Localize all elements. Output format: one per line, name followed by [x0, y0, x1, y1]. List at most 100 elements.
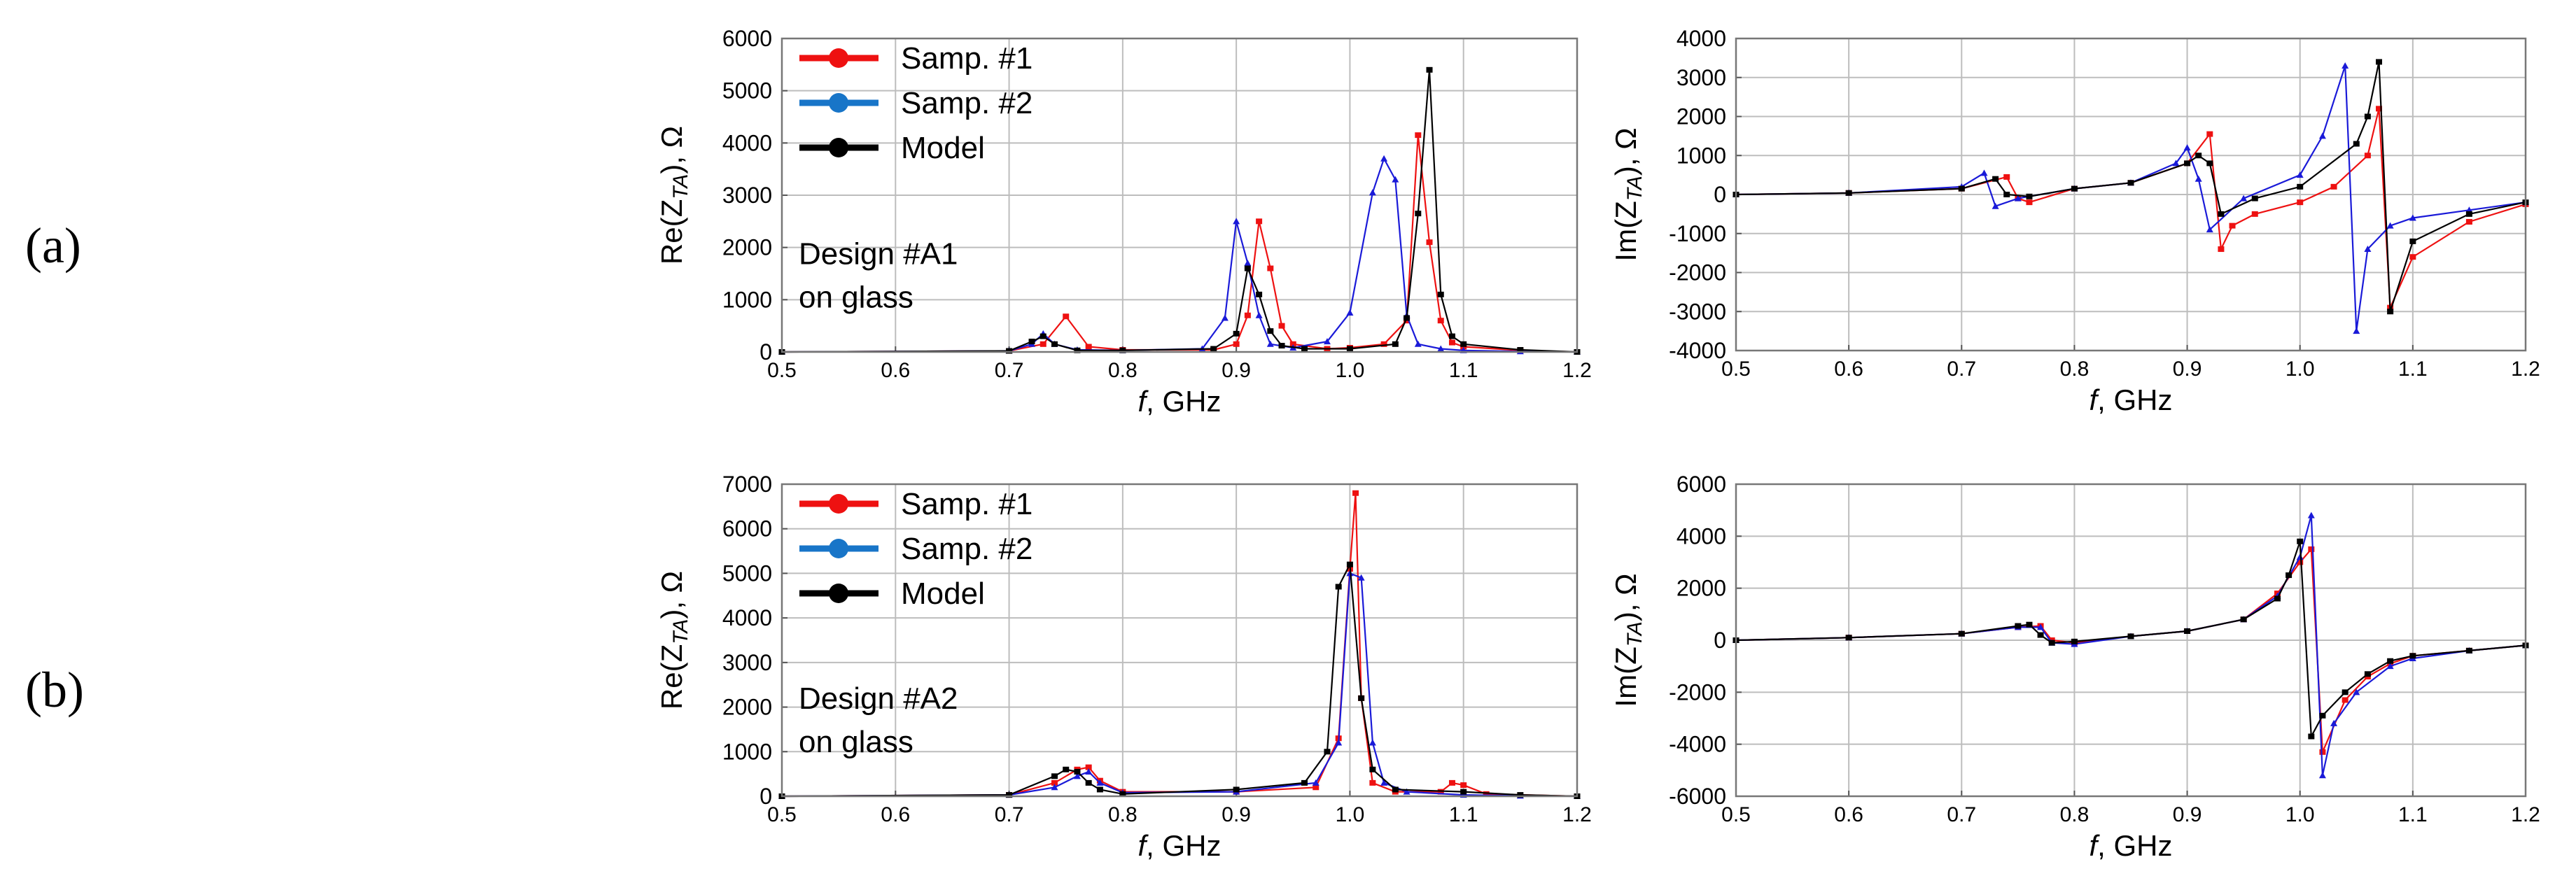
x-tick-label: 0.7: [995, 803, 1024, 826]
data-point: [1051, 784, 1058, 791]
series-line-2: [1735, 62, 2526, 312]
y-tick-label: 5000: [722, 78, 772, 104]
y-tick-label: 2000: [1676, 104, 1726, 129]
chart-b-im: 0.5 0.6 0.7 0.8 0.9 1.0 1.1 1.2 -6000 -4000 -2000 0…: [1609, 472, 2540, 862]
data-point: [1051, 773, 1058, 779]
legend-marker: [829, 494, 848, 514]
data-point: [2465, 219, 2472, 225]
data-point: [1051, 341, 1058, 347]
x-tick-label: 0.7: [1947, 358, 1976, 381]
plot-frame: [780, 37, 1578, 353]
legend-label: Samp. #2: [901, 86, 1032, 120]
chart-b-re: 0.5 0.6 0.7 0.8 0.9 1.0 1.1 1.2 0 1000 2000 3000 400…: [655, 472, 1592, 862]
x-axis-label: f, GHz: [1138, 829, 1221, 862]
panel-label-a: (a): [25, 218, 81, 274]
y-tick-label: 4000: [722, 130, 772, 155]
data-point: [2003, 174, 2010, 180]
data-point: [1958, 185, 1965, 192]
data-point: [1085, 764, 1092, 770]
data-point: [2342, 689, 2348, 695]
y-tick-label: -6000: [1669, 784, 1726, 809]
y-tick-label: 3000: [1676, 65, 1726, 90]
data-point: [1426, 239, 1433, 246]
data-point: [1404, 315, 1410, 321]
plot-frame: [1735, 483, 2527, 798]
data-point: [1289, 341, 1296, 347]
data-point: [2376, 59, 2383, 65]
x-tick-label: 1.1: [1449, 359, 1478, 382]
y-axis-label-sub: TA: [669, 174, 692, 199]
y-tick-label: 4000: [722, 605, 772, 630]
x-tick-label: 0.8: [2060, 358, 2090, 381]
y-tick-label: -2000: [1669, 679, 1726, 705]
y-tick-label: 6000: [722, 516, 772, 542]
y-tick-label: 3000: [722, 650, 772, 675]
data-point: [1323, 338, 1331, 345]
data-point: [1448, 339, 1455, 346]
x-tick-label: 1.0: [1336, 803, 1365, 826]
data-point: [1380, 779, 1388, 786]
data-point: [2206, 226, 2213, 233]
data-point: [2308, 733, 2315, 740]
chart-a-im: 0.5 0.6 0.7 0.8 0.9 1.0 1.1 1.2 -4000 -3000 -2000 -…: [1609, 26, 2540, 416]
data-point: [2015, 623, 2022, 629]
y-tick-label: 0: [760, 339, 772, 365]
data-point: [2240, 616, 2247, 623]
data-point: [2353, 327, 2360, 334]
data-point: [2342, 62, 2349, 69]
y-tick-label: 2000: [722, 695, 772, 720]
data-point: [2364, 153, 2371, 159]
data-point: [1460, 782, 1467, 789]
data-point: [1233, 786, 1240, 793]
data-point: [2218, 246, 2225, 253]
data-point: [1210, 346, 1217, 352]
data-point: [2037, 623, 2045, 630]
data-point: [2286, 572, 2292, 579]
x-tick-label: 1.2: [1562, 359, 1592, 382]
data-point: [2387, 309, 2394, 315]
x-tick-label: 0.6: [881, 803, 910, 826]
data-point: [1028, 339, 1035, 345]
x-tick-label: 1.2: [2511, 803, 2540, 826]
data-point: [1096, 779, 1104, 786]
data-point: [1085, 779, 1092, 786]
data-point: [1074, 768, 1081, 775]
y-tick-label: 0: [1714, 182, 1726, 207]
series-line-0: [1735, 108, 2526, 309]
y-tick-label: 2000: [722, 235, 772, 260]
data-point: [1958, 630, 1965, 637]
series-line-1: [1735, 65, 2526, 332]
x-tick-label: 0.8: [1108, 803, 1138, 826]
x-tick-label: 0.6: [881, 359, 910, 382]
data-point: [1403, 788, 1410, 795]
y-tick-label: 2000: [1676, 576, 1726, 601]
data-point: [2364, 671, 2371, 677]
x-tick-label: 1.2: [1562, 803, 1592, 826]
data-point: [2026, 193, 2033, 199]
data-point: [2206, 131, 2213, 137]
data-point: [1392, 786, 1399, 793]
data-point: [2330, 719, 2338, 726]
series-line-1: [781, 572, 1578, 798]
y-axis-label: Re(ZTA), Ω: [655, 126, 692, 264]
data-point: [1085, 344, 1092, 350]
data-point: [1517, 792, 1524, 798]
legend-marker: [829, 584, 848, 603]
data-point: [1368, 189, 1376, 196]
legend-label: Model: [901, 131, 985, 165]
data-point: [2071, 638, 2078, 644]
x-tick-label: 0.6: [1834, 803, 1863, 826]
data-point: [2206, 160, 2213, 167]
data-point: [1278, 343, 1285, 349]
x-tick-label: 0.5: [767, 803, 797, 826]
panel-label-b: (b): [25, 662, 84, 718]
y-axis-label-sub: TA: [669, 619, 692, 644]
data-point: [2037, 632, 2044, 638]
data-point: [2297, 199, 2304, 206]
y-tick-label: -2000: [1669, 260, 1726, 285]
y-axis-label: Re(ZTA), Ω: [655, 571, 692, 709]
data-point: [1992, 176, 1999, 182]
data-point: [2229, 222, 2236, 229]
legend-marker: [829, 93, 848, 113]
x-tick-label: 0.7: [995, 359, 1024, 382]
